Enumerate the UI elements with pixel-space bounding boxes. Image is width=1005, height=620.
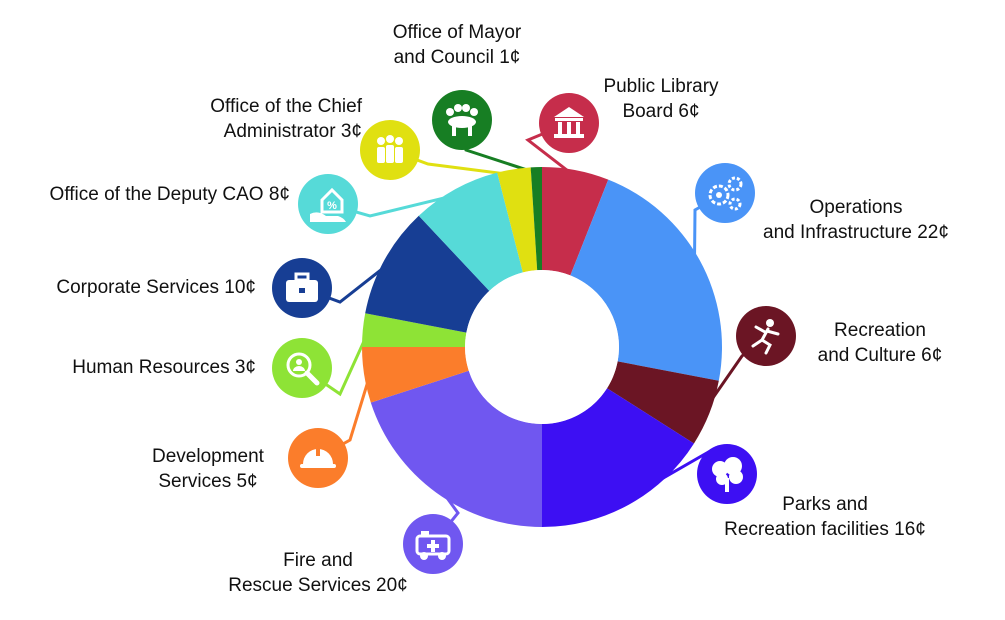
slice-recreation-culture	[607, 361, 719, 444]
slice-chief-admin	[497, 167, 538, 273]
council-table-icon	[432, 90, 492, 150]
slice-corporate	[365, 215, 490, 333]
svg-text:%: %	[327, 200, 337, 212]
label-mayor-council: Office of Mayor and Council 1¢	[392, 22, 522, 68]
tree-icon	[697, 444, 757, 504]
label-recreation-culture: Recreation and Culture 6¢	[817, 320, 943, 366]
hand-house-percent-icon: %	[298, 174, 358, 234]
slice-mayor-council	[530, 167, 542, 271]
label-human-resources: Human Resources 3¢	[72, 357, 256, 378]
ambulance-icon	[403, 514, 463, 574]
people-group-icon	[360, 120, 420, 180]
label-chief-admin: Office of the Chief Administrator 3¢	[210, 96, 362, 142]
donut-hole	[465, 270, 619, 424]
donut-slices	[362, 167, 722, 527]
slice-public-library	[542, 167, 609, 276]
briefcase-icon	[272, 258, 332, 318]
label-operations: Operations and Infrastructure 22¢	[763, 197, 949, 243]
library-building-icon	[539, 93, 599, 153]
label-public-library: Public Library Board 6¢	[603, 76, 719, 122]
hard-hat-icon	[288, 428, 348, 488]
gears-icon	[695, 163, 755, 223]
slice-fire	[370, 370, 542, 527]
label-deputy-cao: Office of the Deputy CAO 8¢	[49, 184, 290, 205]
magnifier-person-icon	[272, 338, 332, 398]
label-development: Development Services 5¢	[152, 446, 264, 492]
category-icons: %	[272, 90, 796, 574]
slice-parks	[542, 388, 694, 527]
slice-operations	[570, 179, 722, 381]
label-parks: Parks and Recreation facilities 16¢	[724, 494, 926, 540]
label-fire: Fire and Rescue Services 20¢	[228, 550, 408, 596]
slice-human-resources	[362, 313, 467, 347]
slice-development	[362, 347, 469, 403]
label-corporate: Corporate Services 10¢	[56, 277, 256, 298]
running-person-icon	[736, 306, 796, 366]
slice-deputy-cao	[418, 172, 523, 291]
